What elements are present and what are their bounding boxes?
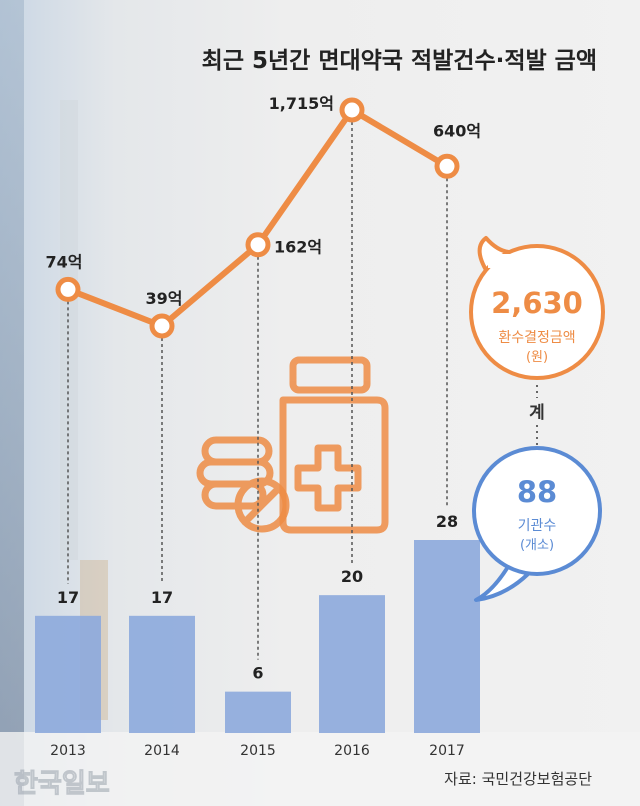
- bars: [35, 540, 480, 733]
- amount-marker-2015: [245, 232, 271, 258]
- amount-bubble-unit: (원): [526, 350, 548, 365]
- background-pole: [60, 100, 78, 560]
- amount-marker-2017: [434, 153, 460, 179]
- bar-2013: [35, 615, 101, 733]
- bar-label-2013: 17: [57, 588, 79, 607]
- amount-label-2014: 39억: [146, 289, 183, 308]
- count-bubble-label: 기관수: [518, 518, 557, 534]
- amount-line-series: [55, 97, 460, 339]
- background-left-edge: [0, 0, 24, 806]
- watermark: 한국일보: [14, 769, 110, 799]
- bar-2017: [414, 540, 480, 733]
- bottom-band: [0, 732, 640, 806]
- total-label: 계: [529, 403, 545, 423]
- amount-bubble-value: 2,630: [491, 286, 583, 320]
- bar-label-2016: 20: [341, 567, 363, 586]
- x-tick-2016: 2016: [334, 743, 370, 759]
- x-tick-2013: 2013: [50, 743, 86, 759]
- source-note: 자료: 국민건강보험공단: [444, 770, 592, 788]
- bar-2016: [319, 595, 385, 733]
- chart-title: 최근 5년간 면대약국 적발건수·적발 금액: [202, 48, 597, 74]
- amount-label-2016: 1,715억: [269, 94, 334, 113]
- bar-label-2017: 28: [436, 512, 458, 531]
- amount-marker-2016: [339, 97, 365, 123]
- bar-label-2014: 17: [151, 588, 173, 607]
- count-bubble-value: 88: [517, 475, 557, 509]
- amount-label-2015: 162억: [274, 238, 322, 257]
- amount-bubble: 2,630 환수결정금액 (원): [469, 236, 605, 380]
- bar-2014: [129, 615, 195, 733]
- bar-label-2015: 6: [252, 664, 263, 683]
- count-bubble-unit: (개소): [520, 538, 554, 553]
- x-tick-2017: 2017: [429, 743, 465, 759]
- bar-value-labels: 17 17 6 20 28: [57, 512, 458, 683]
- amount-value-labels: 74억 39억 162억 1,715억 640억: [46, 94, 482, 308]
- medicine-bottle-icon: [279, 356, 389, 534]
- count-bubble: 88 기관수 (개소): [472, 446, 602, 602]
- x-tick-2015: 2015: [240, 743, 276, 759]
- x-tick-2014: 2014: [144, 743, 180, 759]
- x-tick-labels: 2013 2014 2015 2016 2017: [50, 743, 465, 759]
- amount-bubble-label: 환수결정금액: [498, 330, 575, 346]
- drop-lines: [67, 122, 448, 660]
- amount-label-2013: 74억: [46, 252, 83, 271]
- bar-2015: [225, 691, 291, 733]
- amount-marker-2014: [149, 313, 175, 339]
- amount-label-2017: 640억: [433, 121, 481, 140]
- amount-marker-2013: [55, 276, 81, 302]
